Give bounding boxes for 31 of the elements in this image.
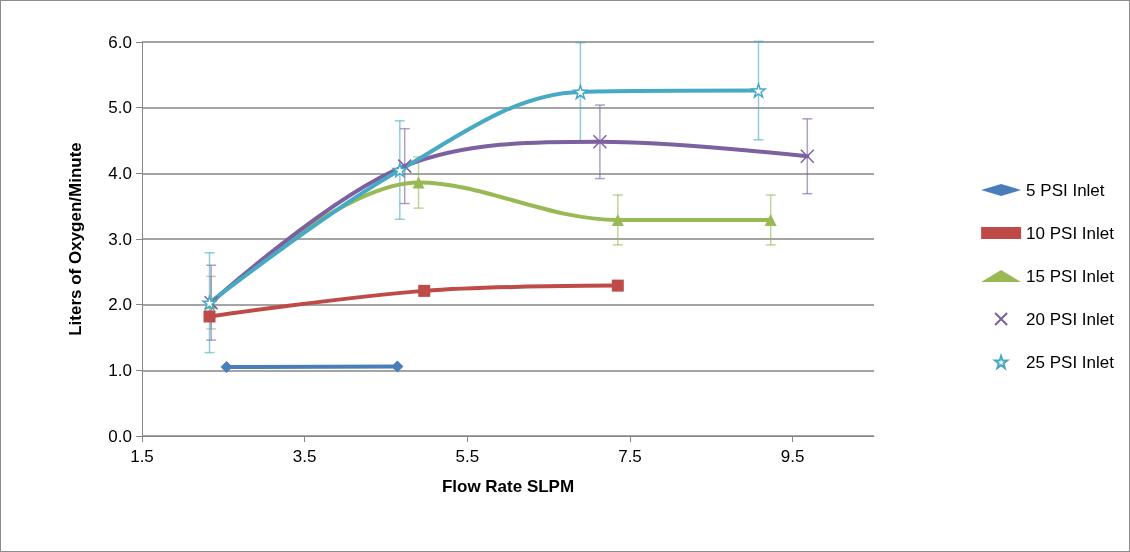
point	[392, 162, 408, 178]
y-tick-label: 3.0	[108, 229, 132, 249]
y-tick-label: 5.0	[108, 98, 132, 118]
point	[592, 134, 608, 150]
point	[418, 284, 431, 297]
legend-label: 15 PSI Inlet	[1026, 266, 1115, 286]
x-tick-label: 5.5	[455, 447, 480, 466]
x-tick-label: 9.5	[780, 447, 805, 466]
y-tick-label: 0.0	[108, 426, 132, 446]
legend-label: 20 PSI Inlet	[1026, 309, 1115, 329]
legend-label: 10 PSI Inlet	[1026, 223, 1115, 243]
point	[764, 213, 777, 226]
x-tick-label: 7.5	[618, 447, 642, 466]
point	[611, 279, 624, 292]
point	[573, 84, 588, 100]
y-tick-label: 1.0	[108, 360, 132, 380]
point	[203, 310, 216, 323]
legend-label: 25 PSI Inlet	[1026, 352, 1115, 372]
y-axis-title: Liters of Oxygen/Minute	[66, 142, 85, 336]
x-axis-title: Flow Rate SLPM	[441, 477, 575, 496]
x-tick-label: 3.5	[292, 447, 317, 466]
legend-label: 5 PSI Inlet	[1026, 180, 1105, 200]
point	[800, 149, 815, 164]
point	[412, 176, 425, 189]
y-tick-label: 6.0	[108, 32, 132, 52]
y-tick-label: 4.0	[108, 163, 132, 183]
point	[611, 213, 624, 226]
point	[397, 158, 412, 174]
y-tick-label: 2.0	[108, 295, 132, 315]
x-tick-label: 1.5	[130, 447, 154, 466]
point	[751, 83, 766, 98]
